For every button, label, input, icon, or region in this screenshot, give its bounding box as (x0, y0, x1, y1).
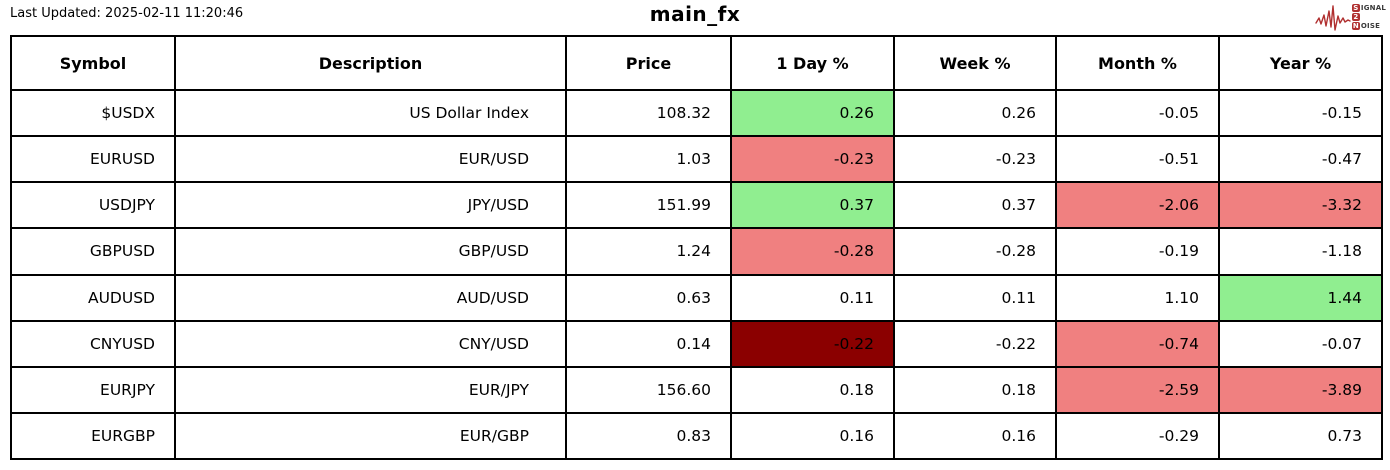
cell-month-pct: -2.06 (1055, 181, 1220, 230)
last-updated-timestamp: Last Updated: 2025-02-11 11:20:46 (10, 6, 244, 21)
cell-1-day-pct: 0.26 (730, 88, 895, 138)
column-header-week-pct: Week % (893, 35, 1057, 91)
fx-table: Symbol Description Price 1 Day % Week % Month… (10, 35, 1383, 461)
cell-description: AUD/USD (174, 273, 567, 322)
table-row: CNYUSD CNY/USD 0.14 -0.22 -0.22 -0.74 -0.07 (10, 319, 1383, 368)
cell-symbol: EURGBP (10, 411, 176, 461)
cell-year-pct: -3.89 (1218, 365, 1383, 414)
cell-description: JPY/USD (174, 181, 567, 230)
cell-symbol: CNYUSD (10, 319, 176, 368)
logo-line-noise: N OISE (1351, 22, 1386, 30)
column-header-1-day-pct: 1 Day % (730, 35, 895, 91)
cell-year-pct: -0.15 (1218, 88, 1383, 138)
logo-rest-oise: OISE (1360, 22, 1381, 30)
logo-chip-2: 2 (1351, 13, 1360, 21)
cell-price: 1.03 (565, 135, 732, 184)
logo-rest-ignal: IGNAL (1360, 4, 1386, 12)
cell-price: 156.60 (565, 365, 732, 414)
table-row: USDJPY JPY/USD 151.99 0.37 0.37 -2.06 -3.32 (10, 181, 1383, 230)
cell-description: US Dollar Index (174, 88, 567, 138)
cell-1-day-pct: -0.28 (730, 227, 895, 276)
cell-symbol: $USDX (10, 88, 176, 138)
logo-line-2: 2 (1351, 13, 1386, 21)
cell-price: 151.99 (565, 181, 732, 230)
cell-description: EUR/JPY (174, 365, 567, 414)
cell-week-pct: -0.28 (893, 227, 1057, 276)
signal2noise-logo: S IGNAL 2 N OISE (1315, 3, 1386, 31)
cell-week-pct: 0.18 (893, 365, 1057, 414)
cell-month-pct: -0.74 (1055, 319, 1220, 368)
cell-year-pct: -3.32 (1218, 181, 1383, 230)
cell-1-day-pct: 0.11 (730, 273, 895, 322)
logo-chip-s: S (1351, 4, 1360, 12)
cell-description: EUR/USD (174, 135, 567, 184)
cell-week-pct: -0.22 (893, 319, 1057, 368)
cell-price: 1.24 (565, 227, 732, 276)
cell-description: GBP/USD (174, 227, 567, 276)
cell-description: EUR/GBP (174, 411, 567, 461)
table-row: EURJPY EUR/JPY 156.60 0.18 0.18 -2.59 -3.89 (10, 365, 1383, 414)
cell-symbol: GBPUSD (10, 227, 176, 276)
cell-month-pct: -0.29 (1055, 411, 1220, 461)
cell-price: 0.83 (565, 411, 732, 461)
table-body: $USDX US Dollar Index 108.32 0.26 0.26 -0.05-… (10, 88, 1383, 461)
cell-1-day-pct: 0.16 (730, 411, 895, 461)
cell-week-pct: 0.37 (893, 181, 1057, 230)
cell-price: 108.32 (565, 88, 732, 138)
cell-1-day-pct: -0.23 (730, 135, 895, 184)
cell-week-pct: 0.26 (893, 88, 1057, 138)
column-header-year-pct: Year % (1218, 35, 1383, 91)
cell-symbol: AUDUSD (10, 273, 176, 322)
cell-price: 0.63 (565, 273, 732, 322)
table-row: EURGBP EUR/GBP 0.83 0.16 0.16 -0.29 0.73 (10, 411, 1383, 461)
table-row: EURUSD EUR/USD 1.03 -0.23 -0.23 -0.51 -0.47 (10, 135, 1383, 184)
page-title: main_fx (649, 2, 741, 26)
cell-month-pct: -0.51 (1055, 135, 1220, 184)
cell-month-pct: -0.19 (1055, 227, 1220, 276)
cell-week-pct: 0.16 (893, 411, 1057, 461)
cell-month-pct: 1.10 (1055, 273, 1220, 322)
logo-line-signal: S IGNAL (1351, 4, 1386, 12)
header-row: Symbol Description Price 1 Day % Week % Month… (10, 35, 1383, 91)
column-header-price: Price (565, 35, 732, 91)
cell-year-pct: 1.44 (1218, 273, 1383, 322)
cell-1-day-pct: -0.22 (730, 319, 895, 368)
cell-month-pct: -0.05 (1055, 88, 1220, 138)
column-header-month-pct: Month % (1055, 35, 1220, 91)
cell-price: 0.14 (565, 319, 732, 368)
logo-chip-n: N (1351, 22, 1360, 30)
cell-year-pct: -1.18 (1218, 227, 1383, 276)
column-header-description: Description (174, 35, 567, 91)
table-row: $USDX US Dollar Index 108.32 0.26 0.26 -0.05-… (10, 88, 1383, 138)
column-header-symbol: Symbol (10, 35, 176, 91)
cell-year-pct: -0.47 (1218, 135, 1383, 184)
waveform-icon (1315, 5, 1351, 31)
cell-year-pct: -0.07 (1218, 319, 1383, 368)
table-row: AUDUSD AUD/USD 0.63 0.11 0.11 1.10 1.44 (10, 273, 1383, 322)
cell-symbol: EURJPY (10, 365, 176, 414)
cell-symbol: USDJPY (10, 181, 176, 230)
cell-month-pct: -2.59 (1055, 365, 1220, 414)
cell-week-pct: 0.11 (893, 273, 1057, 322)
logo-wordmark: S IGNAL 2 N OISE (1351, 4, 1386, 30)
cell-symbol: EURUSD (10, 135, 176, 184)
cell-week-pct: -0.23 (893, 135, 1057, 184)
cell-description: CNY/USD (174, 319, 567, 368)
cell-year-pct: 0.73 (1218, 411, 1383, 461)
table-row: GBPUSD GBP/USD 1.24 -0.28 -0.28 -0.19 -1.18 (10, 227, 1383, 276)
cell-1-day-pct: 0.18 (730, 365, 895, 414)
cell-1-day-pct: 0.37 (730, 181, 895, 230)
